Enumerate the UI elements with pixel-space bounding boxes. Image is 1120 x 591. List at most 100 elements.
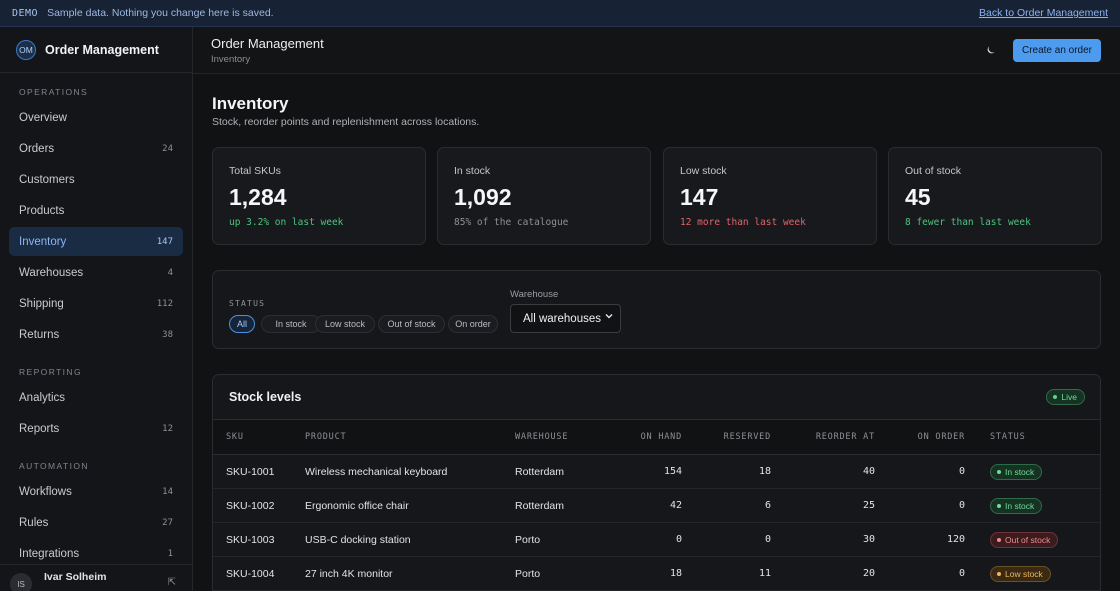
cell-reserved: 18 [758, 466, 771, 477]
status-chip-in-stock[interactable]: In stock [261, 315, 321, 333]
cell-on-order: 0 [958, 466, 965, 477]
page-subtitle: Stock, reorder points and replenishment … [212, 116, 480, 128]
stat-label: Total SKUs [229, 165, 281, 177]
cell-sku: SKU-1004 [226, 567, 275, 580]
sidebar-item-label: Workflows [19, 485, 72, 498]
demo-banner: DEMO Sample data. Nothing you change her… [0, 0, 1120, 27]
stat-value: 1,092 [454, 184, 512, 210]
column-header[interactable]: WAREHOUSE [515, 419, 615, 455]
column-header[interactable]: ON HAND [615, 419, 682, 455]
table-row[interactable]: SKU-1002 Ergonomic office chair Rotterdam 4… [213, 489, 1100, 523]
table-row[interactable]: SKU-1003 USB-C docking station Porto 0 0 30 12… [213, 523, 1100, 557]
sidebar-item-customers[interactable]: Customers [9, 165, 183, 194]
sidebar-item-returns[interactable]: Returns 38 [9, 320, 183, 349]
column-header[interactable]: STATUS [965, 419, 1100, 455]
nav-section-label: REPORTING [19, 367, 82, 377]
sidebar-item-count: 24 [162, 143, 173, 154]
status-dot [997, 571, 1001, 576]
cell-reorder-at: 30 [862, 534, 875, 545]
column-header[interactable]: REORDER AT [771, 419, 875, 455]
cell-product: Ergonomic office chair [305, 499, 409, 512]
sidebar-item-products[interactable]: Products [9, 196, 183, 225]
cell-product: 27 inch 4K monitor [305, 567, 393, 580]
warehouse-select[interactable]: All warehouses [510, 304, 621, 333]
status-badge: In stock [990, 497, 1043, 514]
sidebar-item-count: 12 [162, 423, 173, 434]
brand[interactable]: OM Order Management [0, 27, 192, 73]
cell-reorder-at: 20 [862, 568, 875, 579]
status-chip-all[interactable]: All [229, 315, 255, 333]
sidebar-item-shipping[interactable]: Shipping 112 [9, 289, 183, 318]
cell-warehouse: Rotterdam [515, 465, 565, 478]
breadcrumb: Inventory [211, 54, 251, 65]
column-header[interactable]: ON ORDER [875, 419, 965, 455]
sidebar-item-inventory[interactable]: Inventory 147 [9, 227, 183, 256]
status-chip-out-of-stock[interactable]: Out of stock [378, 315, 445, 333]
table-row[interactable]: SKU-1001 Wireless mechanical keyboard Rott… [213, 455, 1100, 489]
nav-section-label: OPERATIONS [19, 87, 89, 97]
sidebar-item-count: 27 [162, 517, 173, 528]
status-badge: Low stock [990, 565, 1051, 582]
cell-warehouse: Porto [515, 567, 541, 580]
sidebar-item-label: Integrations [19, 547, 80, 560]
status-badge: Out of stock [990, 531, 1059, 548]
sidebar-item-warehouses[interactable]: Warehouses 4 [9, 258, 183, 287]
column-header[interactable]: SKU [213, 419, 305, 455]
stock-levels-panel: Stock levels Live SKU PRODUCT WAREHOUSE ON … [212, 374, 1101, 591]
cell-warehouse: Porto [515, 533, 541, 546]
demo-tag: DEMO [12, 7, 39, 19]
user-avatar: IS [10, 573, 32, 591]
cell-status: In stock [965, 455, 1100, 489]
panel-title: Stock levels [229, 390, 302, 404]
stat-note: 85% of the catalogue [454, 217, 569, 228]
sidebar-item-count: 14 [162, 486, 173, 497]
cell-on-order: 0 [958, 568, 965, 579]
cell-on-hand: 0 [675, 534, 682, 545]
sidebar-item-label: Inventory [19, 235, 67, 248]
status-chip-on-order[interactable]: On order [448, 315, 498, 333]
status-chip-low-stock[interactable]: Low stock [315, 315, 375, 333]
stat-card: Low stock 147 12 more than last week [663, 147, 877, 245]
sidebar-item-workflows[interactable]: Workflows 14 [9, 477, 183, 506]
sidebar-item-label: Overview [19, 111, 67, 124]
user-profile[interactable]: IS Ivar Solheim ⇱ [0, 564, 192, 591]
sidebar-item-label: Warehouses [19, 266, 84, 279]
sidebar-item-integrations[interactable]: Integrations 1 [9, 539, 183, 568]
sidebar-item-count: 112 [156, 298, 173, 309]
cell-reserved: 6 [764, 500, 771, 511]
sign-out-icon[interactable]: ⇱ [167, 576, 176, 588]
user-name: Ivar Solheim [44, 571, 107, 583]
status-filter-label: STATUS [229, 299, 266, 308]
sidebar-item-overview[interactable]: Overview [9, 103, 183, 132]
sidebar-item-count: 4 [167, 267, 173, 278]
status-dot [997, 537, 1001, 542]
sidebar-item-orders[interactable]: Orders 24 [9, 134, 183, 163]
cell-on-order: 120 [946, 534, 965, 545]
column-header[interactable]: RESERVED [682, 419, 771, 455]
sidebar-item-label: Products [19, 204, 65, 217]
cell-on-hand: 18 [669, 568, 682, 579]
table-row[interactable]: SKU-1004 27 inch 4K monitor Porto 18 11 20 0 Lo… [213, 557, 1100, 591]
main-content: Inventory Stock, reorder points and repl… [193, 74, 1120, 591]
cell-reorder-at: 25 [862, 500, 875, 511]
cell-reserved: 0 [764, 534, 771, 545]
cell-product: USB-C docking station [305, 533, 411, 546]
back-link[interactable]: Back to Order Management [979, 7, 1108, 19]
brand-logo: OM [16, 39, 36, 60]
moon-icon[interactable] [985, 44, 999, 58]
stat-card: Total SKUs 1,284 up 3.2% on last week [212, 147, 426, 245]
sidebar: OM Order Management OPERATIONS Overview Or… [0, 27, 193, 591]
sidebar-item-label: Rules [19, 516, 49, 529]
sidebar-item-label: Returns [19, 328, 60, 341]
chevron-down-icon [605, 314, 613, 319]
create-order-button[interactable]: Create an order [1013, 39, 1101, 62]
stat-card: In stock 1,092 85% of the catalogue [437, 147, 651, 245]
stat-note: 12 more than last week [680, 217, 806, 228]
cell-sku: SKU-1001 [226, 465, 275, 478]
cell-warehouse: Rotterdam [515, 499, 565, 512]
column-header[interactable]: PRODUCT [305, 419, 515, 455]
status-label: Out of stock [1005, 534, 1051, 545]
sidebar-item-reports[interactable]: Reports 12 [9, 414, 183, 443]
sidebar-item-analytics[interactable]: Analytics [9, 383, 183, 412]
sidebar-item-rules[interactable]: Rules 27 [9, 508, 183, 537]
